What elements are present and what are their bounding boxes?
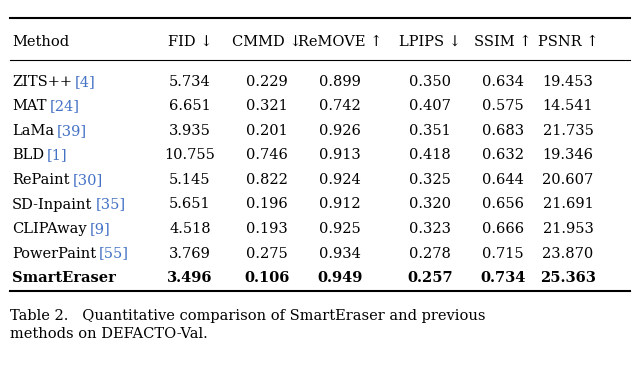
Text: 23.870: 23.870 bbox=[542, 247, 594, 260]
Text: 0.575: 0.575 bbox=[482, 100, 524, 113]
Text: LPIPS ↓: LPIPS ↓ bbox=[399, 35, 461, 49]
Text: 0.715: 0.715 bbox=[482, 247, 524, 260]
Text: [9]: [9] bbox=[90, 222, 110, 236]
Text: 0.899: 0.899 bbox=[319, 75, 361, 89]
Text: CMMD ↓: CMMD ↓ bbox=[232, 35, 302, 49]
Text: 0.323: 0.323 bbox=[409, 222, 451, 236]
Text: 0.913: 0.913 bbox=[319, 148, 361, 163]
Text: 0.934: 0.934 bbox=[319, 247, 361, 260]
Text: 21.735: 21.735 bbox=[543, 124, 593, 138]
Text: 0.193: 0.193 bbox=[246, 222, 288, 236]
Text: 19.346: 19.346 bbox=[543, 148, 593, 163]
Text: [55]: [55] bbox=[99, 247, 129, 260]
Text: 0.734: 0.734 bbox=[480, 271, 525, 285]
Text: 0.106: 0.106 bbox=[244, 271, 290, 285]
Text: ZITS++: ZITS++ bbox=[12, 75, 72, 89]
Text: FID ↓: FID ↓ bbox=[168, 35, 212, 49]
Text: 0.912: 0.912 bbox=[319, 197, 361, 211]
Text: 0.632: 0.632 bbox=[482, 148, 524, 163]
Text: 0.644: 0.644 bbox=[482, 173, 524, 187]
Text: 0.196: 0.196 bbox=[246, 197, 288, 211]
Text: 0.683: 0.683 bbox=[482, 124, 524, 138]
Text: 5.734: 5.734 bbox=[169, 75, 211, 89]
Text: Table 2.   Quantitative comparison of SmartEraser and previous
methods on DEFACT: Table 2. Quantitative comparison of Smar… bbox=[10, 309, 486, 341]
Text: SmartEraser: SmartEraser bbox=[12, 271, 116, 285]
Text: 0.925: 0.925 bbox=[319, 222, 361, 236]
Text: 0.201: 0.201 bbox=[246, 124, 288, 138]
Text: 25.363: 25.363 bbox=[540, 271, 596, 285]
Text: 0.666: 0.666 bbox=[482, 222, 524, 236]
Text: 6.651: 6.651 bbox=[169, 100, 211, 113]
Text: 0.418: 0.418 bbox=[409, 148, 451, 163]
Text: 0.257: 0.257 bbox=[407, 271, 453, 285]
Text: SD-Inpaint: SD-Inpaint bbox=[12, 197, 92, 211]
Text: 0.278: 0.278 bbox=[409, 247, 451, 260]
Text: 0.275: 0.275 bbox=[246, 247, 288, 260]
Text: 20.607: 20.607 bbox=[542, 173, 594, 187]
Text: 10.755: 10.755 bbox=[164, 148, 216, 163]
Text: [1]: [1] bbox=[47, 148, 68, 163]
Text: 0.229: 0.229 bbox=[246, 75, 288, 89]
Text: 0.949: 0.949 bbox=[317, 271, 363, 285]
Text: 21.691: 21.691 bbox=[543, 197, 593, 211]
Text: [4]: [4] bbox=[75, 75, 96, 89]
Text: BLD: BLD bbox=[12, 148, 44, 163]
Text: 0.350: 0.350 bbox=[409, 75, 451, 89]
Text: 3.769: 3.769 bbox=[169, 247, 211, 260]
Text: 0.926: 0.926 bbox=[319, 124, 361, 138]
Text: 0.351: 0.351 bbox=[409, 124, 451, 138]
Text: 3.935: 3.935 bbox=[169, 124, 211, 138]
Text: 0.822: 0.822 bbox=[246, 173, 288, 187]
Text: 14.541: 14.541 bbox=[543, 100, 593, 113]
Text: 3.496: 3.496 bbox=[167, 271, 212, 285]
Text: RePaint: RePaint bbox=[12, 173, 70, 187]
Text: Method: Method bbox=[12, 35, 69, 49]
Text: 0.634: 0.634 bbox=[482, 75, 524, 89]
Text: [24]: [24] bbox=[49, 100, 79, 113]
Text: SSIM ↑: SSIM ↑ bbox=[474, 35, 532, 49]
Text: PSNR ↑: PSNR ↑ bbox=[538, 35, 598, 49]
Text: 0.321: 0.321 bbox=[246, 100, 288, 113]
Text: 0.742: 0.742 bbox=[319, 100, 361, 113]
Text: CLIPAway: CLIPAway bbox=[12, 222, 86, 236]
Text: 0.924: 0.924 bbox=[319, 173, 361, 187]
Text: PowerPaint: PowerPaint bbox=[12, 247, 96, 260]
Text: [39]: [39] bbox=[57, 124, 87, 138]
Text: MAT: MAT bbox=[12, 100, 47, 113]
Text: 21.953: 21.953 bbox=[543, 222, 593, 236]
Text: ReMOVE ↑: ReMOVE ↑ bbox=[298, 35, 382, 49]
Text: [30]: [30] bbox=[72, 173, 103, 187]
Text: 0.656: 0.656 bbox=[482, 197, 524, 211]
Text: 5.651: 5.651 bbox=[169, 197, 211, 211]
Text: [35]: [35] bbox=[95, 197, 125, 211]
Text: 0.325: 0.325 bbox=[409, 173, 451, 187]
Text: 0.407: 0.407 bbox=[409, 100, 451, 113]
Text: 0.320: 0.320 bbox=[409, 197, 451, 211]
Text: 5.145: 5.145 bbox=[169, 173, 211, 187]
Text: LaMa: LaMa bbox=[12, 124, 54, 138]
Text: 19.453: 19.453 bbox=[543, 75, 593, 89]
Text: 0.746: 0.746 bbox=[246, 148, 288, 163]
Text: 4.518: 4.518 bbox=[169, 222, 211, 236]
